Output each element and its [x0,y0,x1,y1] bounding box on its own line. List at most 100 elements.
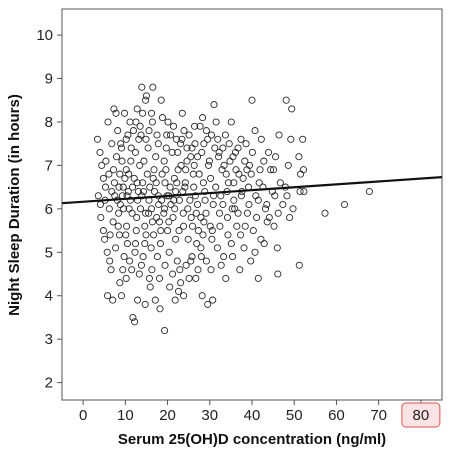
x-tick-label: 10 [117,407,134,424]
regression-line [61,176,443,205]
data-point [241,157,249,165]
data-point [198,292,206,300]
data-point [101,235,109,243]
data-point [141,222,149,230]
data-point [231,148,240,156]
y-tick-label: 2 [45,375,53,392]
data-point [141,240,149,248]
data-point [215,148,223,156]
data-point [119,266,127,274]
data-point [125,170,133,178]
data-point [120,253,128,261]
data-point [219,200,227,209]
data-point [146,183,154,191]
data-point [181,179,189,187]
data-point [234,209,242,217]
y-tick-label: 10 [36,27,53,44]
data-point [153,131,161,139]
x-tick-label: 70 [370,407,387,424]
data-point [149,83,157,91]
data-point [260,157,268,165]
data-point [114,222,122,230]
data-point [225,140,233,148]
data-point [123,240,131,248]
data-point [166,183,174,191]
data-point [231,205,239,213]
data-point [103,248,111,256]
data-point [196,122,204,130]
data-point [147,244,155,252]
data-point [142,135,150,143]
data-point [251,127,259,135]
data-point [104,118,112,126]
x-axis-ticks: 0 10 20 30 40 50 60 70 80 [79,400,441,428]
data-point [190,183,198,191]
data-point [257,135,265,143]
data-point [126,257,134,265]
data-point [135,270,143,278]
data-point [296,187,304,196]
data-point [144,144,152,152]
data-point [148,218,156,226]
data-point [150,187,159,196]
data-point [161,261,169,269]
data-point [136,122,144,130]
data-point [182,261,190,269]
data-point [209,296,217,304]
data-point [215,153,223,161]
y-axis-title: Night Sleep Duration (in hours) [6,94,23,316]
data-point [152,153,160,161]
data-point [117,144,126,152]
data-point [212,118,220,126]
data-point [205,157,213,165]
data-point [216,222,224,230]
data-point [174,148,182,156]
data-point [154,140,162,148]
data-point [201,187,209,196]
data-point [172,235,180,243]
data-point [235,170,243,178]
data-point [247,257,255,265]
data-point [173,257,181,265]
data-point [190,161,198,169]
data-point [204,300,212,308]
data-point [245,200,253,209]
data-point [199,231,207,239]
data-point [256,166,264,174]
data-point [269,166,278,174]
data-point [131,318,139,326]
data-point [276,179,284,187]
data-point [161,179,169,187]
data-point [169,122,178,130]
data-point [228,205,236,213]
data-point [94,192,102,200]
x-tick-label: 30 [201,407,218,424]
data-point [148,266,156,274]
data-point [199,114,207,122]
data-point [220,253,228,261]
data-point [155,274,164,282]
data-point [188,253,196,261]
data-point [261,205,270,213]
data-point [187,153,195,161]
data-point [207,266,215,274]
data-point [233,222,241,230]
data-point [123,222,131,230]
data-point [237,192,245,200]
data-point [197,244,205,252]
data-point [229,253,237,261]
data-point [142,231,150,239]
data-point [201,196,209,204]
data-point [204,135,212,143]
data-point [194,227,202,235]
data-point [142,209,150,217]
data-point [274,270,282,278]
data-point [213,244,221,252]
data-point [215,209,224,217]
data-point [183,157,191,165]
data-point [141,300,149,308]
data-point [248,96,256,104]
data-point [226,157,234,165]
data-point [117,140,125,148]
data-point [153,213,161,222]
